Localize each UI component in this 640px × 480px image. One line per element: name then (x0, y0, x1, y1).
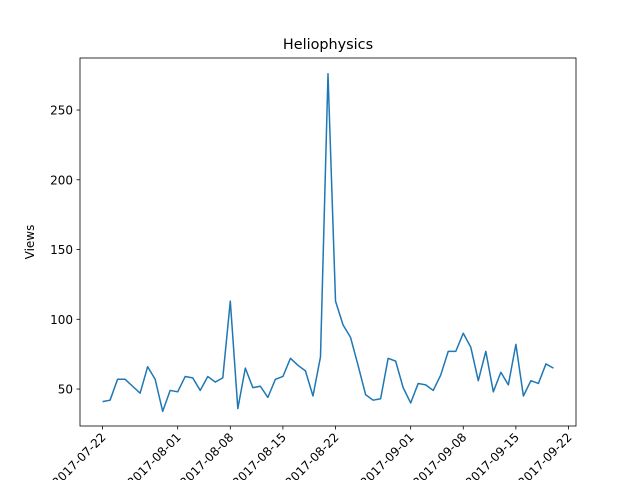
y-tick-label: 250 (50, 104, 73, 118)
plot-frame (79, 57, 577, 427)
y-tick-label: 50 (58, 383, 73, 397)
y-tick-label: 100 (50, 313, 73, 327)
chart-title: Heliophysics (283, 37, 373, 53)
y-tick-label: 200 (50, 173, 73, 187)
y-axis-label: Views (23, 225, 37, 260)
y-tick-label: 150 (50, 243, 73, 257)
data-line (102, 73, 554, 413)
